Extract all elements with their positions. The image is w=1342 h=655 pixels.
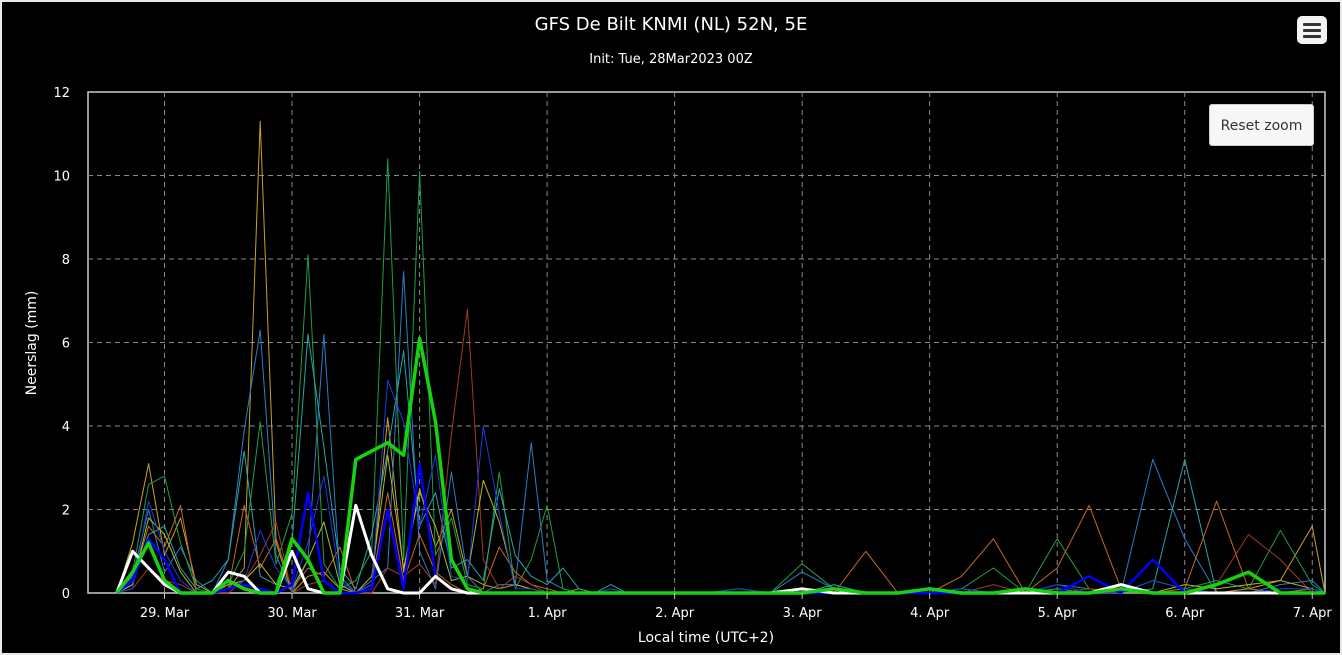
x-tick-label: 7. Apr <box>1293 606 1333 621</box>
x-axis-label: Local time (UTC+2) <box>638 630 774 646</box>
hamburger-menu-icon[interactable] <box>1297 16 1327 44</box>
menu-bar-line <box>1303 29 1321 32</box>
y-tick-label: 2 <box>62 504 70 519</box>
series-lines <box>115 120 1326 595</box>
x-tick-label: 1. Apr <box>528 606 568 621</box>
series-line-3 <box>116 158 1326 594</box>
reset-zoom-button[interactable]: Reset zoom <box>1209 104 1314 146</box>
x-tick-label: 2. Apr <box>655 606 695 621</box>
x-tick-label: 6. Apr <box>1165 606 1205 621</box>
y-tick-label: 12 <box>53 86 70 101</box>
y-tick-label: 10 <box>53 170 70 185</box>
menu-bar-line <box>1303 35 1321 38</box>
y-tick-label: 8 <box>62 253 70 268</box>
x-tick-label: 4. Apr <box>910 606 950 621</box>
menu-bar-line <box>1303 23 1321 26</box>
chart-subtitle: Init: Tue, 28Mar2023 00Z <box>589 52 753 67</box>
series-line-9 <box>115 462 1325 595</box>
y-tick-label: 6 <box>62 337 70 352</box>
series-line-1 <box>116 120 1326 594</box>
grid <box>88 92 1325 593</box>
y-axis-label: Neerslag (mm) <box>24 291 40 396</box>
x-tick-label: 5. Apr <box>1038 606 1078 621</box>
x-axis-ticks: 29. Mar 30. Mar 31. Mar 1. Apr 2. Apr 3. Apr 4… <box>140 593 1333 621</box>
y-tick-label: 0 <box>62 587 70 602</box>
chart-title: GFS De Bilt KNMI (NL) 52N, 5E <box>534 14 808 35</box>
y-tick-label: 4 <box>62 420 70 435</box>
x-tick-label: 31. Mar <box>395 606 445 621</box>
x-tick-label: 3. Apr <box>783 606 823 621</box>
series-line-11 <box>115 336 1325 595</box>
x-tick-label: 29. Mar <box>140 606 190 621</box>
x-tick-label: 30. Mar <box>267 606 317 621</box>
y-axis-ticks: 0 2 4 6 8 10 12 <box>53 86 70 602</box>
